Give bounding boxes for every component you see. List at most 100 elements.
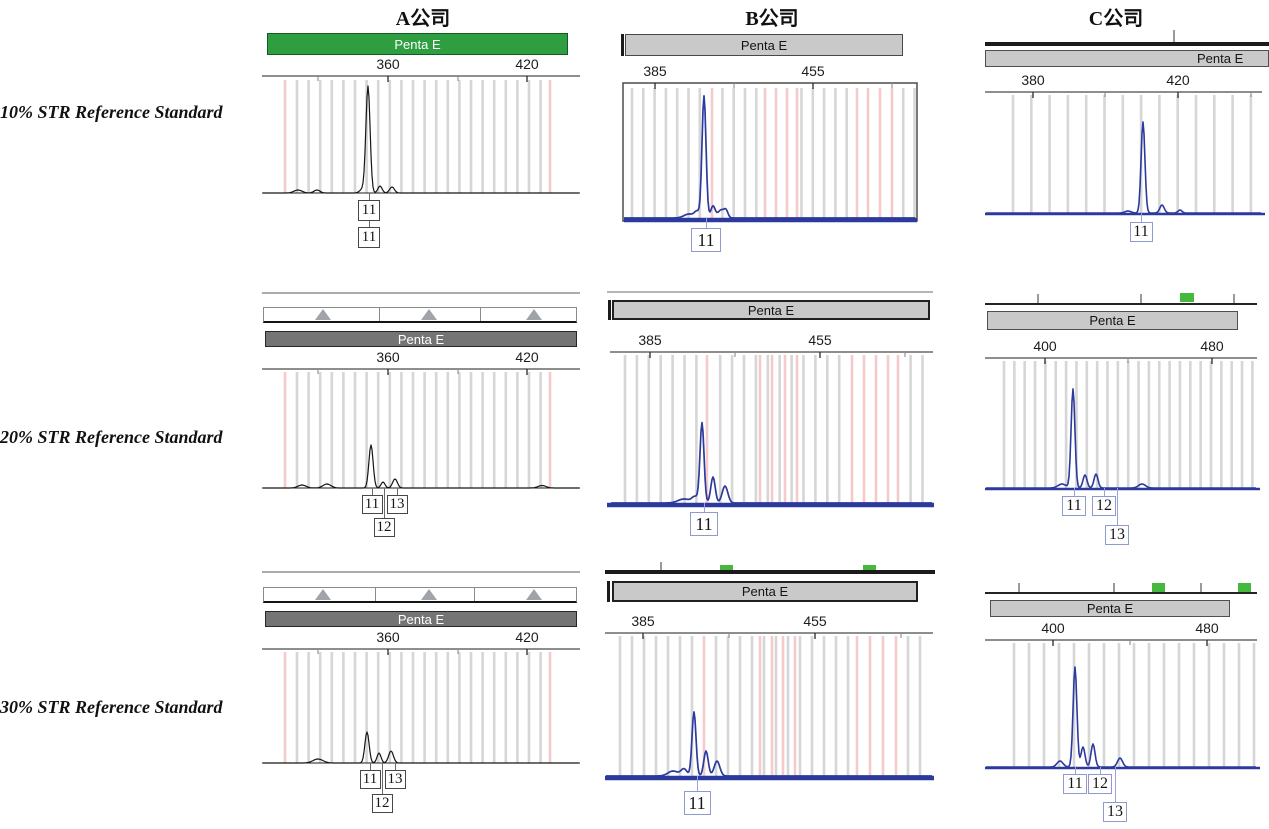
allele-box: 12 [373,518,395,537]
trace-line [986,666,1256,768]
axis-ticks [1032,92,1252,98]
axis-ticks [317,76,528,82]
bin-lines [1011,95,1253,213]
allele-box: 11 [683,791,711,815]
allele-connector [696,776,698,793]
axis-ticks [1052,640,1208,646]
axis-tick-label: 385 [638,332,662,348]
strip-divider [379,308,380,321]
triangle-marker-icon [526,589,542,600]
allele-box: 11 [1129,222,1153,242]
axis-tick-label: 455 [803,613,827,629]
axis-ticks [317,649,528,655]
allele-connector [1116,488,1118,527]
allele-box: 11 [361,495,383,514]
ruler-bar [985,42,1269,46]
marker-bar-penta-e: Penta E [990,600,1230,617]
allele-box: 13 [386,495,408,514]
marker-label: Penta E [747,302,795,318]
axis-tick-label: 420 [515,629,539,645]
marker-label: Penta E [394,36,441,52]
axis-tick-label: 455 [808,332,832,348]
marker-label: Penta E [397,611,445,627]
allele-connector [394,763,396,772]
bin-lines [283,80,552,193]
axis-ticks [642,633,902,639]
triangle-marker-icon [526,309,542,320]
allele-connector [1073,488,1075,498]
ruler-tick [1037,294,1039,303]
axis-tick-label: 380 [1021,72,1045,88]
allele-box: 13 [1105,525,1129,545]
electropherogram-plot [262,75,580,194]
ruler-tick [1173,30,1175,42]
allele-connector [1103,488,1105,498]
ruler-line [262,571,580,573]
allele-box: 13 [384,770,406,789]
allele-box: 11 [359,770,381,789]
marker-bar-penta-e: Penta E [612,581,918,602]
trace-line [263,731,579,764]
strip-divider [474,588,475,601]
allele-connector [703,503,705,514]
allele-connector [705,218,707,230]
axis-tick-label: 385 [631,613,655,629]
column-title-company-c: C公司 [1088,8,1144,30]
allele-box: 11 [1063,774,1087,794]
electropherogram-plot [262,368,580,489]
electropherogram-plot [622,82,918,223]
axis-tick-label: 360 [376,349,400,365]
marker-bar-left-tick [621,34,624,56]
electropherogram-plot [985,639,1260,770]
axis-tick-label: 360 [376,629,400,645]
marker-bar-penta-e: Penta E [265,331,577,347]
electropherogram-plot [605,632,934,781]
marker-label: Penta E [740,37,788,53]
axis-tick-label: 420 [1166,72,1190,88]
allele-box: 11 [1062,496,1086,516]
bin-lines [283,372,552,488]
marker-bar-penta-e: Penta E [985,50,1269,67]
allele-box: 11 [691,228,721,252]
row-label-20-percent: 20% STR Reference Standard [0,427,223,447]
marker-label: Penta E [741,584,789,599]
bin-lines [1002,361,1254,488]
marker-label: Penta E [1086,601,1134,616]
ruler-tick [1018,583,1020,592]
allele-box: 12 [371,794,393,813]
axis-tick-label: 455 [801,63,825,79]
bin-lines [1012,643,1256,767]
green-range-marker [1152,583,1165,592]
green-range-marker [1238,583,1251,592]
row-label-30-percent: 30% STR Reference Standard [0,697,223,717]
ruler-line [607,291,933,293]
green-range-marker [720,565,733,570]
bin-lines [618,636,922,776]
row-label-10-percent: 10% STR Reference Standard [0,102,223,122]
allele-box: 11 [358,227,380,248]
ruler-tick [1233,294,1235,303]
triangle-indicator-strip [263,307,577,323]
marker-bar-penta-e: Penta E [267,33,568,55]
electropherogram-plot [985,357,1260,491]
axis-tick-label: 420 [515,349,539,365]
axis-tick-label: 420 [515,56,539,72]
marker-bar-left-tick [608,300,611,320]
allele-connector [1074,767,1076,776]
allele-box: 11 [690,512,718,536]
trace-line [263,85,579,194]
ruler-tick [1113,583,1115,592]
axis-ticks [649,352,906,358]
ruler-bar [605,570,935,574]
ruler-tick [660,562,662,570]
axis-ticks [317,369,528,375]
triangle-marker-icon [315,309,331,320]
triangle-indicator-strip [263,587,577,603]
electropherogram-plot [607,351,934,508]
